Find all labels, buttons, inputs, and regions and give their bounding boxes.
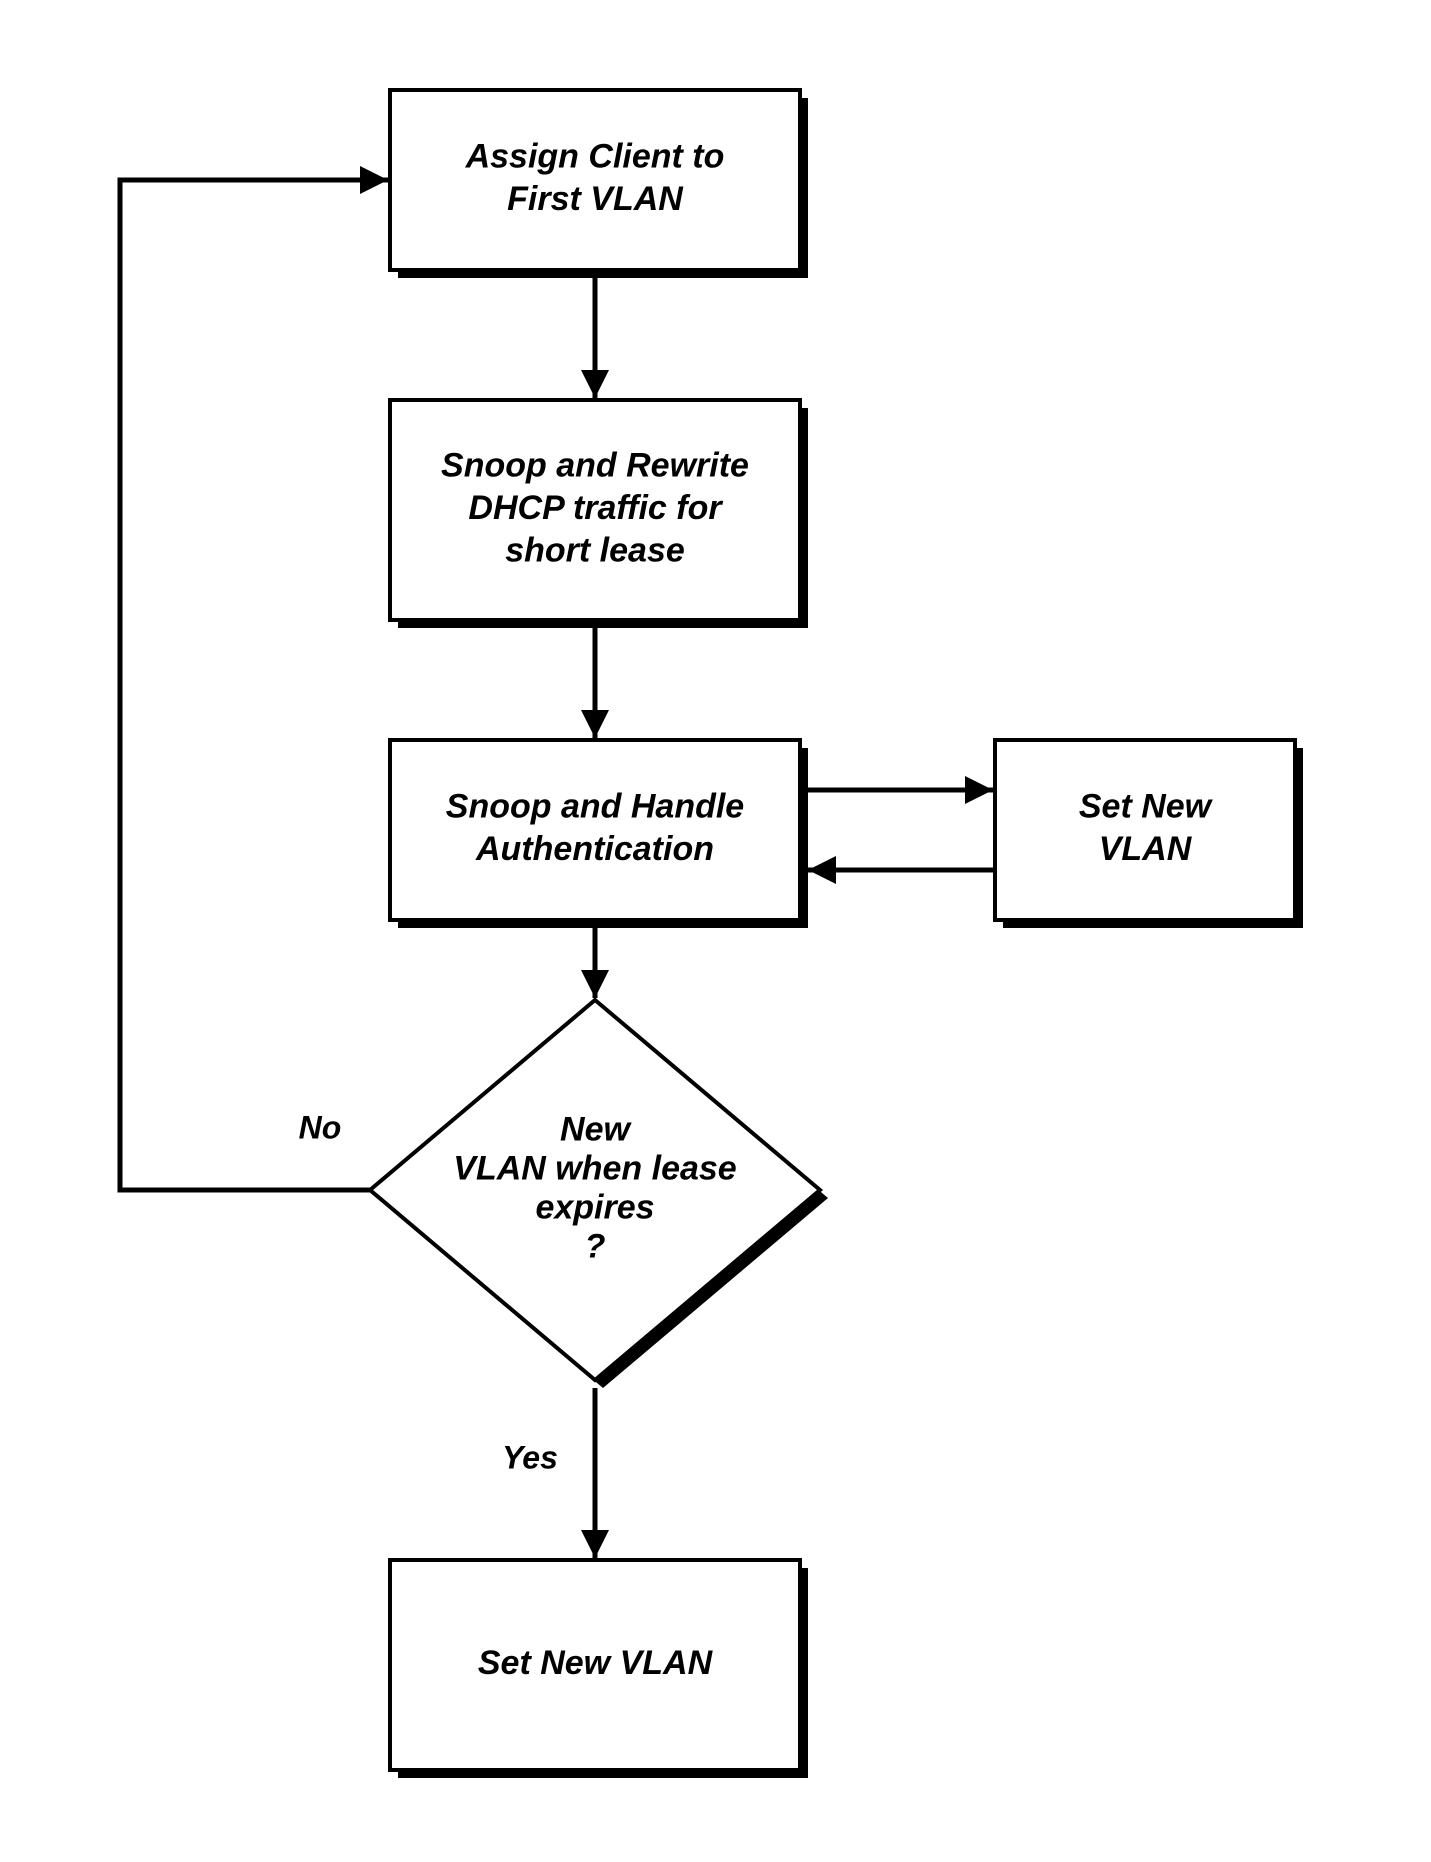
edge xyxy=(120,180,388,1190)
flow-node-label: New xyxy=(560,1110,632,1148)
flow-node-label: Set New VLAN xyxy=(478,1644,714,1682)
edge-label: Yes xyxy=(502,1439,558,1475)
flow-node-label: ? xyxy=(585,1228,606,1266)
edge-label: No xyxy=(299,1109,342,1145)
flow-node-label: VLAN xyxy=(1099,830,1193,868)
flow-node-label: Snoop and Rewrite xyxy=(441,446,749,484)
flow-node-label: expires xyxy=(535,1189,654,1227)
flow-node-label: Authentication xyxy=(475,830,714,868)
flow-node-label: Set New xyxy=(1079,788,1214,826)
flow-node-label: Snoop and Handle xyxy=(446,788,744,826)
flow-node-label: First VLAN xyxy=(507,180,684,218)
flow-node-label: short lease xyxy=(505,531,685,569)
flow-node-label: Assign Client to xyxy=(465,138,725,176)
flow-node-label: DHCP traffic for xyxy=(468,489,723,527)
flow-node-label: VLAN when lease xyxy=(453,1149,736,1187)
